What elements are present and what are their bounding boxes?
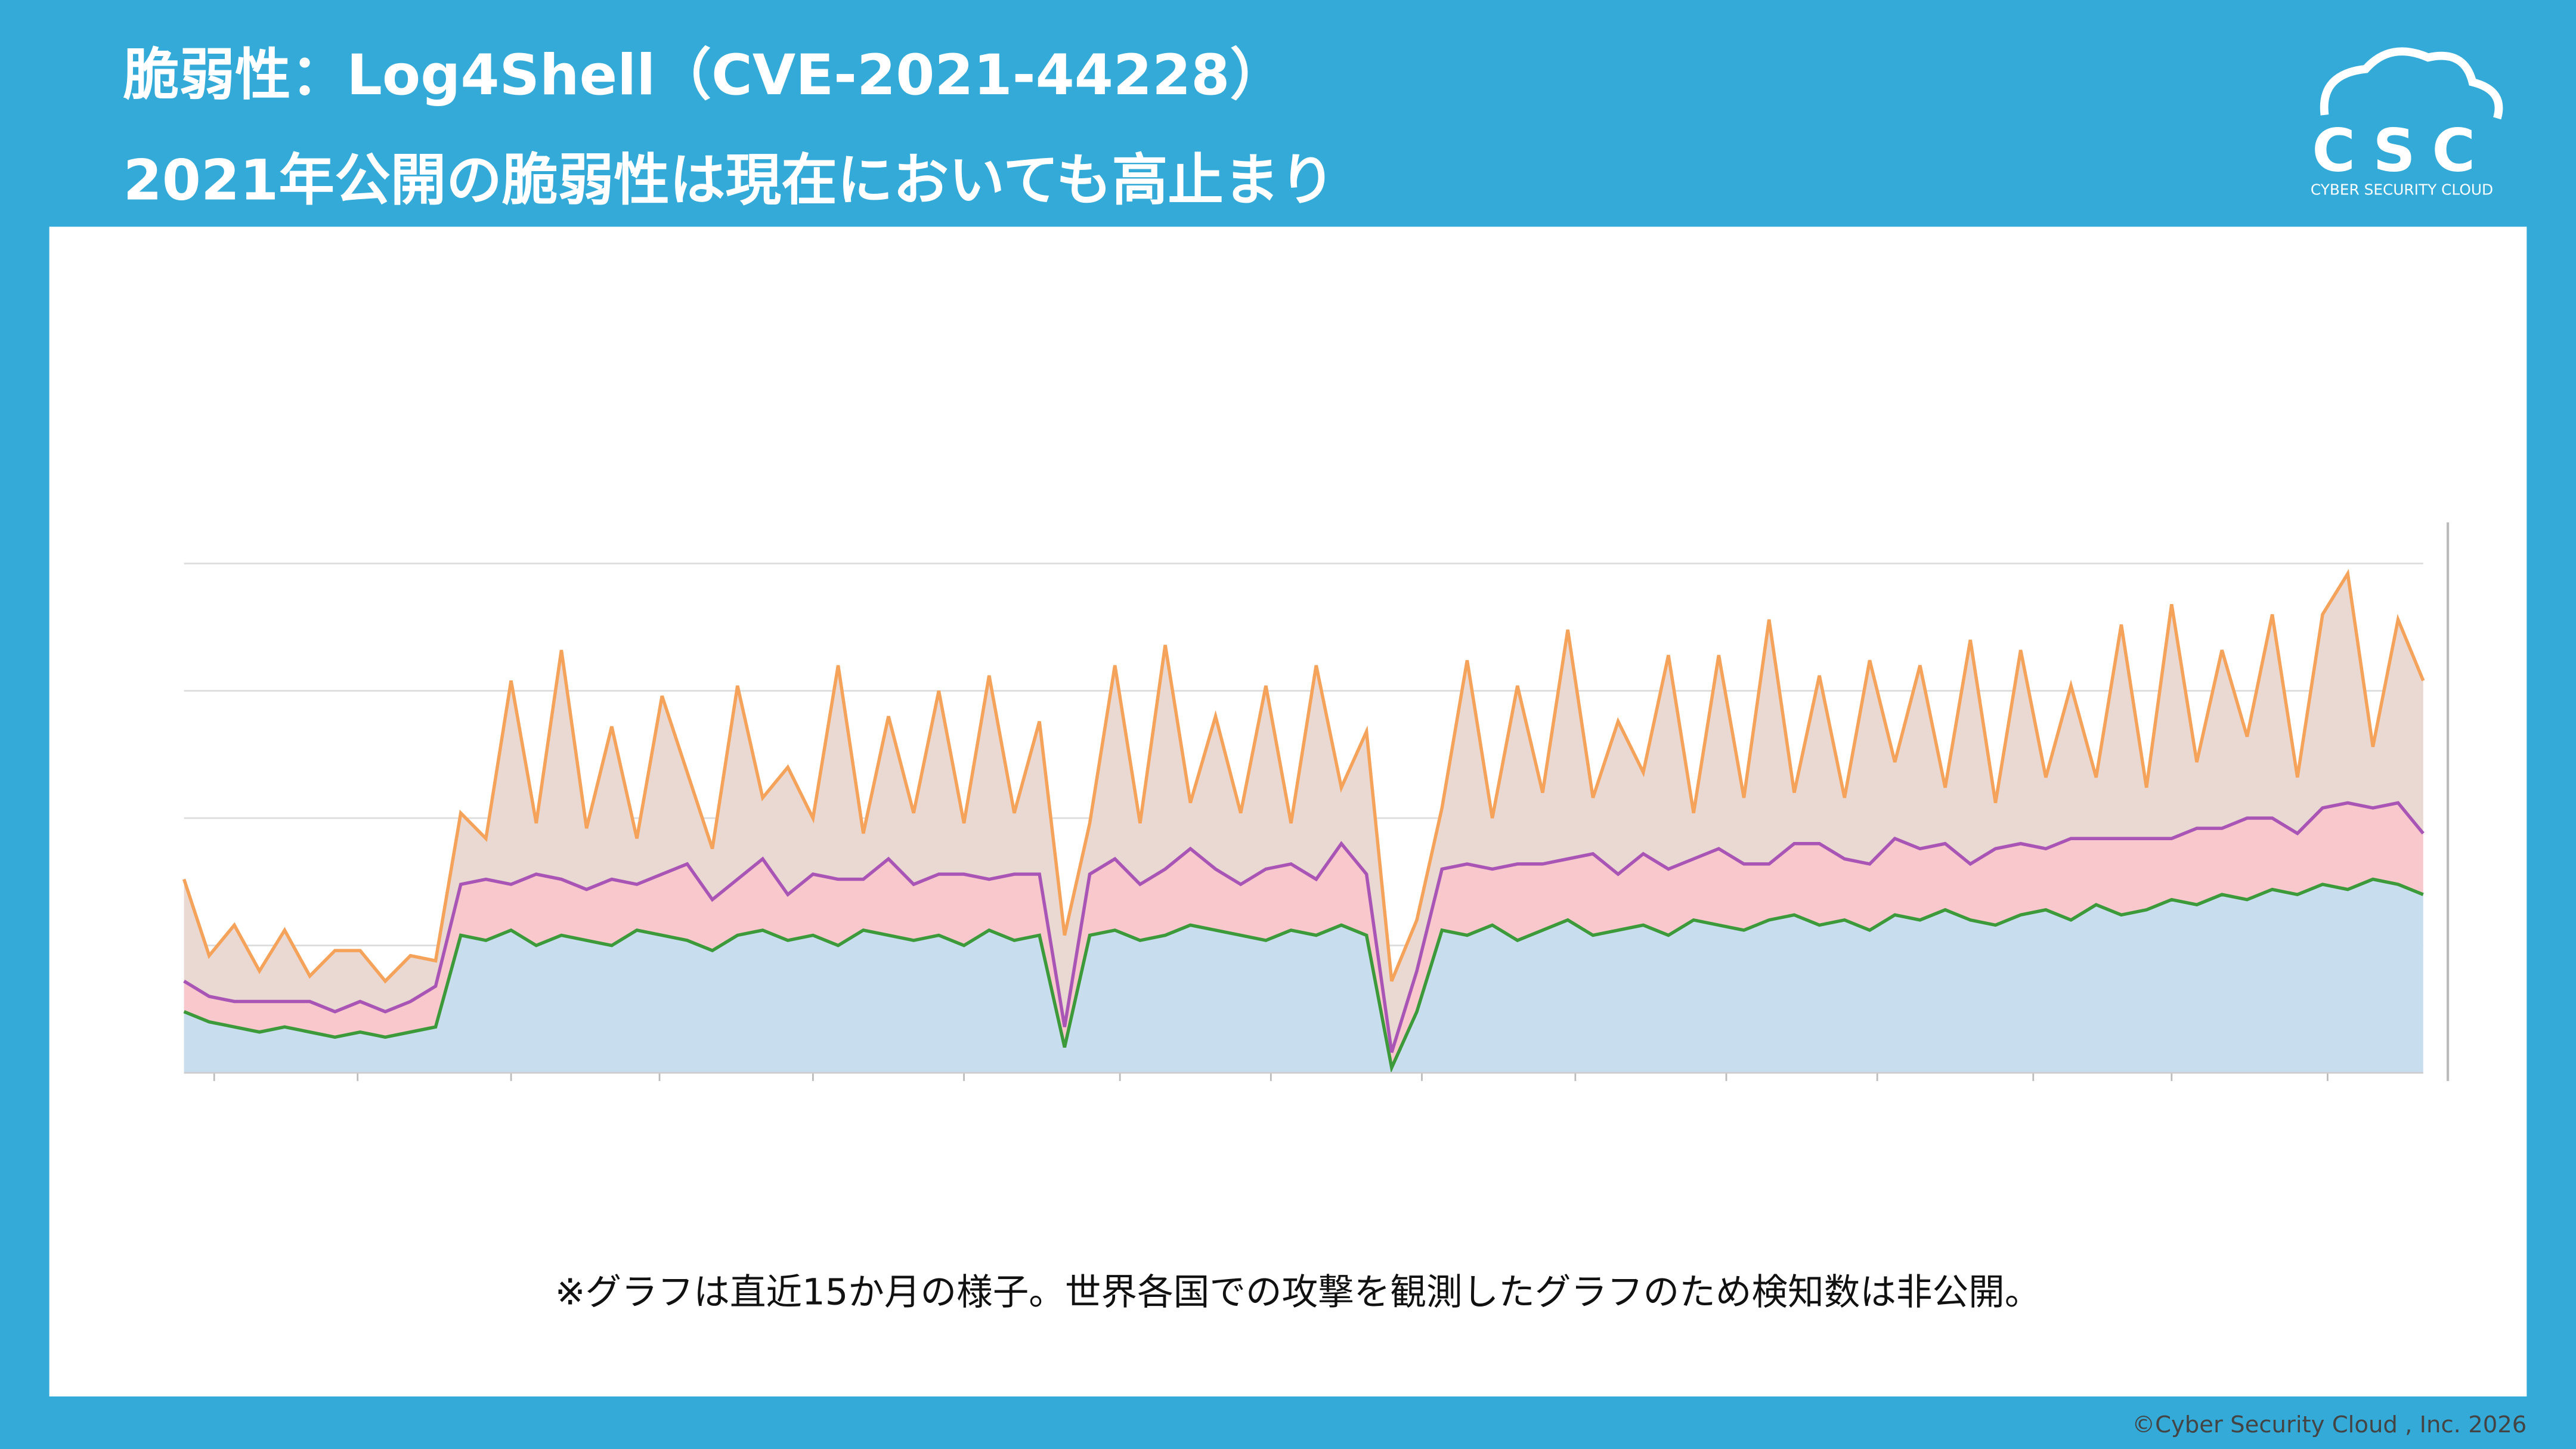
logo-cloud [2320,47,2503,120]
series-line [183,801,2425,1053]
logo: CSC [2312,116,2491,185]
logo-caption: CYBER SECURITY CLOUD [2311,181,2493,199]
title: 脆弱性：Log4Shell（CVE-2021-44228） [123,43,1286,108]
area [184,803,2423,1068]
area [184,574,2423,1052]
series-line [182,569,2425,984]
series-line [183,877,2424,1073]
plot [182,562,2425,1081]
footnote: ※グラフは直近15か月の様子。世界各国での攻撃を観測したグラフのため検知数は非公… [555,1272,2041,1314]
copyright: ©Cyber Security Cloud , Inc. 2026 [2132,1411,2527,1438]
subtitle: 2021年公開の脆弱性は現在においても高止まり [123,148,1336,213]
